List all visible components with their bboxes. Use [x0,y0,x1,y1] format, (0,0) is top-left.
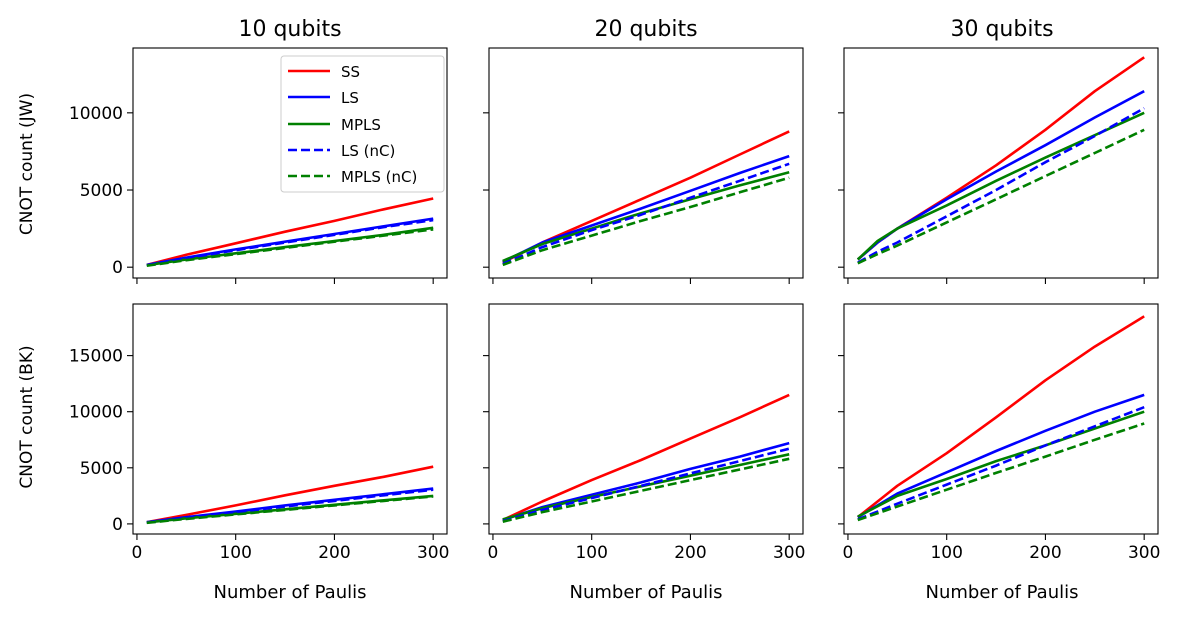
series-line-ss-bk-10 [146,465,434,524]
axes-frame-bk-10 [132,303,448,535]
series-line-ls-nc-jw-20 [502,162,790,266]
series-line-ls-bk-30 [857,393,1145,519]
subplot-jw-30-qubits [838,47,1159,284]
series-line-mpls-jw-20 [502,171,790,263]
ylabel-jw: CNOT count (JW) [17,93,37,235]
y-tick-label-10000-bk-10: 10000 [69,403,123,423]
series-line-ss-bk-30 [856,315,1145,519]
y-tick-label-10000-jw-10: 10000 [69,104,123,124]
xlabel-col1: Number of Paulis [214,582,367,603]
y-tick-label-0-jw-10: 0 [112,258,123,278]
series-line-ls-nc-bk-30 [857,405,1145,521]
series-line-mpls-nc-bk-20 [502,457,790,523]
legend: SS LS MPLS LS (nC) MPLS (nC) [280,55,445,193]
y-tick-label-5000-jw-10: 5000 [80,181,123,201]
series-line-ls-jw-30 [856,90,1145,261]
x-tick-label-300-bk-10: 300 [417,543,449,563]
series-line-ls-nc-jw-10 [146,218,434,267]
x-tick-label-300-bk-30: 300 [1128,543,1160,563]
x-tick-label-100-bk-10: 100 [219,543,251,563]
column-title-10-qubits: 10 qubits [238,17,341,42]
series-line-mpls-nc-jw-20 [502,176,790,267]
legend-label-ss: SS [341,63,360,81]
series-line-mpls-nc-bk-10 [146,495,434,525]
column-title-30-qubits: 30 qubits [950,17,1053,42]
series-line-mpls-nc-bk-30 [857,422,1145,522]
x-tick-label-100-bk-30: 100 [930,543,962,563]
y-tick-label-5000-bk-10: 5000 [80,459,123,479]
subplot-bk-10-qubits: 0 100 200 300 0 5000 10000 15000 [69,303,449,563]
legend-label-ls-nc: LS (nC) [341,142,395,160]
series-line-ls-nc-jw-30 [857,107,1145,264]
series-line-mpls-nc-jw-10 [146,228,434,267]
legend-entry-ls-nc: LS (nC) [288,142,395,160]
legend-box [280,55,445,193]
series-line-mpls-bk-30 [857,410,1145,518]
x-tick-label-0-bk-10: 0 [132,543,143,563]
legend-label-mpls-nc: MPLS (nC) [341,168,417,186]
x-tick-label-300-bk-20: 300 [773,543,805,563]
column-title-20-qubits: 20 qubits [594,17,697,42]
ylabel-bk: CNOT count (BK) [17,345,37,488]
subplot-jw-20-qubits [483,47,804,284]
axes-frame-bk-20 [488,303,804,535]
legend-entry-ls: LS [288,89,359,107]
subplot-jw-10-qubits: 0 5000 10000 [69,47,448,284]
legend-entry-mpls: MPLS [288,116,381,134]
legend-label-ls: LS [341,89,359,107]
series-line-ls-jw-20 [502,154,790,263]
x-tick-label-200-bk-10: 200 [318,543,350,563]
axes-frame-jw-30 [843,47,1159,279]
axes-frame-jw-20 [488,47,804,279]
subplot-bk-20-qubits: 0 100 200 300 [483,303,805,563]
y-tick-label-15000-bk-10: 15000 [69,347,123,367]
series-line-ss-jw-30 [856,56,1145,261]
series-line-ls-nc-bk-20 [502,447,790,523]
series-line-ss-jw-10 [146,197,434,267]
x-tick-label-200-bk-30: 200 [1029,543,1061,563]
x-tick-label-0-bk-30: 0 [843,543,854,563]
series-line-ss-bk-20 [502,393,790,522]
axes-frame-jw-10 [132,47,448,279]
x-tick-label-0-bk-20: 0 [488,543,499,563]
x-tick-label-200-bk-20: 200 [674,543,706,563]
xlabel-col2: Number of Paulis [570,582,723,603]
subplot-bk-30-qubits: 0 100 200 300 [838,303,1160,563]
legend-entry-ss: SS [288,63,360,81]
legend-label-mpls: MPLS [341,116,381,134]
legend-entry-mpls-nc: MPLS (nC) [288,168,417,186]
axes-frame-bk-30 [843,303,1159,535]
series-line-mpls-nc-jw-30 [857,128,1145,265]
series-line-mpls-bk-20 [502,453,790,521]
y-tick-label-0-bk-10: 0 [112,515,123,535]
x-tick-label-100-bk-20: 100 [575,543,607,563]
xlabel-col3: Number of Paulis [926,582,1079,603]
